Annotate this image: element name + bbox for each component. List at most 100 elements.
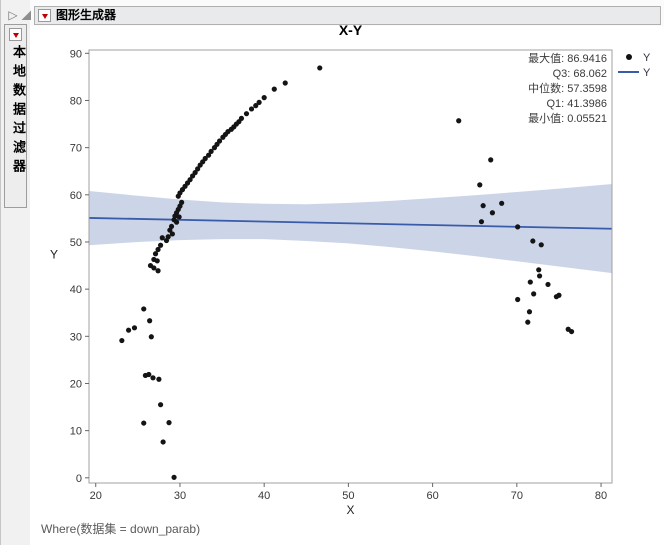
y-tick-label: 10 [70, 426, 82, 438]
stats-annotation: 最小值: 0.05521 [528, 112, 607, 125]
data-point[interactable] [556, 292, 562, 298]
legend-label[interactable]: Y [643, 52, 651, 64]
data-point[interactable] [146, 371, 152, 378]
y-tick-label: 20 [70, 378, 82, 390]
y-tick-label: 80 [70, 95, 82, 107]
filter-red-triangle-menu-button[interactable] [9, 28, 22, 41]
data-point[interactable] [545, 281, 551, 288]
data-point[interactable] [530, 238, 536, 244]
x-tick-label: 70 [511, 490, 523, 502]
stats-annotation: Q3: 68.062 [553, 68, 607, 80]
data-point[interactable] [515, 296, 521, 303]
y-tick-label: 50 [70, 237, 82, 249]
data-point[interactable] [155, 246, 161, 253]
data-point[interactable] [538, 242, 544, 248]
y-tick-label: 60 [70, 190, 82, 202]
data-point[interactable] [271, 86, 277, 92]
y-tick-label: 90 [70, 48, 82, 60]
legend-marker-dot[interactable] [626, 54, 632, 60]
x-axis-label: X [346, 503, 354, 517]
data-point[interactable] [536, 267, 542, 273]
data-point[interactable] [125, 327, 132, 333]
x-tick-label: 30 [174, 490, 186, 502]
data-point[interactable] [176, 214, 182, 220]
data-point[interactable] [478, 219, 485, 225]
data-point[interactable] [154, 258, 160, 264]
data-point[interactable] [261, 95, 267, 101]
data-point[interactable] [208, 148, 214, 155]
collapse-triangle-icon[interactable] [21, 10, 32, 21]
local-data-filter-tab[interactable]: 本地数据过滤器 [4, 24, 27, 208]
data-point[interactable] [526, 309, 533, 315]
data-point[interactable] [119, 337, 125, 344]
data-point[interactable] [151, 265, 157, 271]
data-point[interactable] [156, 376, 162, 382]
report-header-bar[interactable] [34, 6, 661, 25]
data-point[interactable] [536, 273, 543, 279]
data-point[interactable] [489, 210, 496, 216]
y-tick-label: 0 [76, 473, 82, 485]
legend-label[interactable]: Y [643, 67, 651, 79]
data-point[interactable] [148, 334, 154, 340]
data-point[interactable] [243, 111, 250, 117]
x-tick-label: 80 [595, 490, 607, 502]
filter-tab-label: 本地数据过滤器 [11, 45, 26, 178]
data-point[interactable] [189, 173, 196, 179]
data-point[interactable] [480, 203, 486, 209]
data-point[interactable] [147, 318, 153, 324]
data-point[interactable] [173, 219, 180, 225]
data-point[interactable] [157, 402, 164, 408]
red-triangle-menu-button[interactable] [38, 9, 51, 22]
data-point[interactable] [527, 279, 533, 285]
data-point[interactable] [131, 325, 138, 331]
data-point[interactable] [171, 474, 177, 480]
data-point[interactable] [205, 152, 212, 158]
data-point[interactable] [167, 227, 173, 233]
stats-annotation: 最大值: 86.9416 [528, 51, 607, 65]
data-point[interactable] [163, 237, 170, 244]
x-tick-label: 20 [90, 490, 102, 502]
data-point[interactable] [568, 328, 575, 335]
x-tick-label: 60 [426, 490, 438, 502]
data-point[interactable] [155, 268, 161, 274]
data-point[interactable] [141, 306, 147, 312]
data-point[interactable] [150, 375, 156, 381]
data-point[interactable] [160, 439, 166, 445]
y-tick-label: 70 [70, 143, 82, 155]
data-point[interactable] [141, 420, 147, 426]
data-point[interactable] [456, 118, 462, 124]
data-point[interactable] [515, 224, 521, 230]
data-point[interactable] [157, 242, 164, 248]
red-triangle-icon [41, 14, 48, 19]
data-point[interactable] [197, 162, 203, 168]
data-point[interactable] [477, 182, 483, 188]
data-point[interactable] [220, 134, 226, 140]
data-point[interactable] [169, 231, 175, 237]
data-point[interactable] [317, 65, 323, 71]
data-point[interactable] [282, 80, 288, 86]
data-point[interactable] [531, 291, 537, 297]
x-tick-label: 40 [258, 490, 270, 502]
data-point[interactable] [159, 235, 165, 241]
y-tick-label: 40 [70, 284, 82, 296]
y-axis-label: Y [50, 248, 58, 262]
data-point[interactable] [248, 106, 255, 112]
data-point[interactable] [256, 99, 262, 105]
x-tick-label: 50 [342, 490, 354, 502]
data-point[interactable] [211, 145, 218, 151]
data-point[interactable] [152, 251, 159, 257]
red-triangle-icon [12, 33, 19, 38]
data-point[interactable] [195, 166, 201, 172]
data-point[interactable] [166, 420, 172, 426]
data-point[interactable] [488, 157, 494, 163]
report-title: 图形生成器 [56, 8, 117, 22]
chart-title: X-Y [338, 22, 363, 38]
data-point[interactable] [253, 103, 259, 109]
data-point[interactable] [499, 200, 505, 206]
data-point[interactable] [175, 193, 181, 199]
plot-frame[interactable] [88, 49, 613, 484]
data-point[interactable] [525, 319, 531, 325]
y-tick-label: 30 [70, 331, 82, 343]
outline-disclosure-icon[interactable]: ▷ [8, 8, 18, 22]
